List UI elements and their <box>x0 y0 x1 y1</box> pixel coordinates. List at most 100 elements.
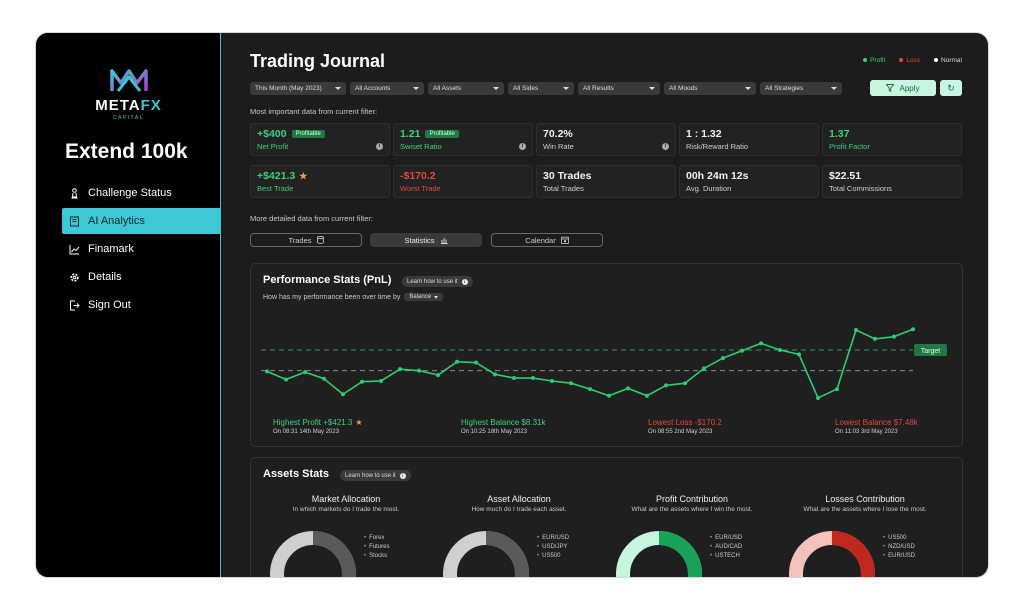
sidebar-nav: Challenge Status AI Analytics Finamark Deta… <box>62 180 221 320</box>
highlight-title: Lowest Balance $7.48k <box>835 418 918 427</box>
refresh-icon: ↻ <box>947 82 955 93</box>
sidebar-item-finamark[interactable]: Finamark <box>62 236 221 262</box>
donut-title: Losses Contribution <box>825 494 905 504</box>
stat-label: Worst Trade <box>400 184 441 193</box>
donut-legend-item: Forex <box>364 534 389 543</box>
page-title: Trading Journal <box>250 51 386 71</box>
filter-select[interactable]: All Moods <box>664 82 756 95</box>
account-title: Extend 100k <box>65 140 188 163</box>
legend-label: Loss <box>906 57 921 64</box>
info-icon[interactable]: i <box>376 143 383 150</box>
legend-label: Profit <box>870 57 886 64</box>
data-point <box>835 387 839 392</box>
tab-trades[interactable]: Trades <box>250 233 362 247</box>
donut-title: Asset Allocation <box>487 494 551 504</box>
donut-chart <box>261 522 431 577</box>
highlight-title-text: Highest Balance $8.31k <box>461 418 546 427</box>
donut-chart <box>607 522 777 577</box>
highlight-0: Highest Profit +$421.3 ★ On 08:31 14th May… <box>273 418 363 435</box>
data-point <box>436 373 440 378</box>
info-icon[interactable]: i <box>662 143 669 150</box>
data-point <box>265 369 269 374</box>
stat-card-best-trade: +$421.3 ★ Best Trade <box>250 165 390 198</box>
data-point <box>588 387 592 392</box>
brand-sub: CAPITAL <box>113 115 144 121</box>
learn-how-button[interactable]: Learn how to use it i <box>402 276 473 287</box>
donut-legend: ForexFuturesStocks <box>364 534 389 561</box>
main-content: Trading Journal Profit Loss Normal This Mo… <box>222 33 988 577</box>
donut-title: Profit Contribution <box>655 494 729 504</box>
info-icon[interactable]: i <box>519 143 526 150</box>
stat-value-text: 00h 24m 12s <box>686 170 749 182</box>
sidebar-item-sign-out[interactable]: Sign Out <box>62 292 221 318</box>
highlight-title: Lowest Loss -$170.2 <box>648 418 722 427</box>
tab-statistics[interactable]: Statistics <box>370 233 482 247</box>
stat-value: +$421.3 ★ <box>257 170 383 182</box>
sidebar-item-label: Challenge Status <box>88 187 172 199</box>
data-point <box>607 393 611 398</box>
stat-value-text: +$400 <box>257 128 287 140</box>
tab-calendar[interactable]: Calendar <box>491 233 603 247</box>
filter-select[interactable]: All Assets <box>428 82 504 95</box>
status-badge: Profitable <box>291 130 325 138</box>
sidebar-item-ai-analytics[interactable]: AI Analytics <box>62 208 221 234</box>
data-point <box>474 360 478 365</box>
data-point <box>360 379 364 384</box>
donut-market-allocation: Market Allocation In which markets do I t… <box>261 494 431 577</box>
stat-value-text: 70.2% <box>543 128 573 140</box>
donut-legend: EUR/USDUSD/JPYUS500 <box>537 534 569 561</box>
donut-legend: EUR/USDAUD/CADUSTECH <box>710 534 742 561</box>
stat-value-text: $22.51 <box>829 170 862 182</box>
filter-select[interactable]: All Sides <box>508 82 574 95</box>
filter-select[interactable]: This Month (May 2023) <box>250 82 346 95</box>
data-point <box>531 376 535 381</box>
filter-select[interactable]: All Accounts <box>350 82 424 95</box>
donut-chart <box>434 522 604 577</box>
filter-value: All Results <box>583 85 614 92</box>
result-legend: Profit Loss Normal <box>863 57 962 64</box>
filter-value: All Accounts <box>355 85 391 92</box>
tab-label: Calendar <box>525 235 556 245</box>
gear-icon <box>68 271 80 283</box>
sign-out-icon <box>68 299 80 311</box>
target-label-text: Target <box>921 348 941 355</box>
assets-learn-button[interactable]: Learn how to use it i <box>340 470 411 481</box>
donut-asset-allocation: Asset Allocation How much do I trade each… <box>434 494 604 577</box>
stat-card-win-rate: 70.2% Win Rate i <box>536 123 676 156</box>
tab-label: Statistics <box>404 235 435 245</box>
stat-card-net-profit: +$400 Profitable Net Profit i <box>250 123 390 156</box>
filter-select[interactable]: All Strategies <box>760 82 842 95</box>
data-point <box>816 395 820 400</box>
stat-value: 1.21 Profitable <box>400 128 526 140</box>
sidebar-item-challenge-status[interactable]: Challenge Status <box>62 180 221 206</box>
data-point <box>664 383 668 388</box>
data-point <box>455 359 459 364</box>
stat-value: 00h 24m 12s <box>686 170 812 182</box>
app-window: METAFX CAPITAL Extend 100k Challenge Sta… <box>36 33 988 577</box>
data-point <box>550 378 554 383</box>
notebook-icon <box>68 215 80 227</box>
sidebar-item-details[interactable]: Details <box>62 264 221 290</box>
highlight-3: Lowest Balance $7.48k On 11:03 3rd May 20… <box>835 418 918 435</box>
data-point <box>398 367 402 372</box>
filter-value: This Month (May 2023) <box>255 85 322 92</box>
highlight-title-text: Lowest Loss -$170.2 <box>648 418 722 427</box>
donut-legend-item: Futures <box>364 543 389 552</box>
assets-title: Assets Stats <box>263 468 330 480</box>
metric-select[interactable]: Balance <box>404 293 444 301</box>
stat-label: Total Commissions <box>829 184 892 193</box>
filter-select[interactable]: All Results <box>578 82 660 95</box>
highlight-2: Lowest Loss -$170.2 On 08:55 2nd May 2023 <box>648 418 722 435</box>
reset-button[interactable]: ↻ <box>940 80 962 96</box>
stat-value: $22.51 <box>829 170 955 182</box>
sidebar: METAFX CAPITAL Extend 100k Challenge Sta… <box>36 33 221 577</box>
performance-subtitle: How has my performance been over time by… <box>263 293 444 301</box>
apply-button[interactable]: Apply <box>870 80 936 96</box>
performance-panel: Performance Stats (PnL) Learn how to use… <box>250 263 963 447</box>
stat-card-swiset-ratio: 1.21 Profitable Swiset Ratio i <box>393 123 533 156</box>
metafx-logo-icon <box>109 69 148 92</box>
donut-legend-item: EUR/USD <box>537 534 569 543</box>
data-point <box>284 377 288 382</box>
donut-legend-item: USD/JPY <box>537 543 569 552</box>
data-point <box>626 386 630 391</box>
